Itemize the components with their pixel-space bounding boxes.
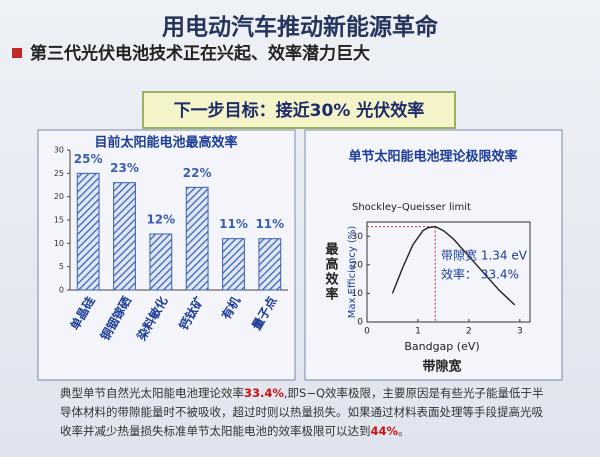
right-panel: [304, 129, 563, 381]
y-tick-label: 20: [352, 260, 364, 270]
x-axis-label: Bandgap (eV): [404, 340, 479, 353]
value-label: 11%: [255, 217, 284, 231]
value-label: 25%: [74, 152, 103, 166]
caption-text: 33.4%: [244, 386, 284, 400]
goal-box: [142, 91, 456, 129]
caption-text: 典型单节自然光太阳能电池理论效率: [60, 386, 244, 400]
caption-text: 。: [398, 424, 410, 438]
y-tick-label: 0: [357, 318, 363, 328]
value-label: 11%: [219, 217, 248, 231]
x-tick-label: 2: [466, 327, 472, 337]
plot-frame: [366, 221, 531, 323]
x-axis-label-cn: 带隙宽: [422, 359, 461, 375]
bar: [185, 186, 209, 291]
y-axis-label: Max Efficiency (%): [347, 226, 358, 319]
chart-title: 单节太阳能电池理论极限效率: [348, 149, 517, 165]
y-tick-label: 0: [59, 286, 64, 295]
value-label: 23%: [110, 161, 139, 175]
annotation: 效率： 33.4%: [441, 267, 519, 282]
y-axis-label-cn: 最高效率: [323, 242, 339, 302]
caption: 典型单节自然光太阳能电池理论效率33.4%,即S−Q效率极限，主要原因是有些光子…: [60, 384, 550, 441]
y-tick-label: 5: [59, 262, 64, 271]
slide-title: 用电动汽车推动新能源革命: [162, 14, 439, 41]
x-tick-label: 1: [415, 327, 421, 337]
bar: [149, 233, 173, 291]
y-tick-label: 30: [352, 232, 364, 242]
x-tick-label: 0: [364, 327, 370, 337]
sq-curve: [391, 225, 516, 306]
y-tick-label: 10: [54, 239, 64, 248]
y-tick-label: 25: [54, 169, 64, 178]
value-label: 22%: [183, 166, 212, 180]
bar: [258, 238, 282, 291]
y-tick-label: 15: [54, 216, 64, 225]
bar: [76, 172, 100, 291]
x-tick-label: 3: [517, 327, 523, 337]
goal-text: 下一步目标：接近30% 光伏效率: [174, 100, 425, 121]
annotation: 带隙宽 1.34 eV: [441, 248, 528, 263]
curve-label: Shockley–Queisser limit: [352, 202, 471, 213]
bullet-text: 第三代光伏电池技术正在兴起、效率潜力巨大: [30, 43, 370, 64]
bullet-mark: [12, 48, 22, 58]
y-tick-label: 10: [352, 289, 364, 299]
y-tick-label: 20: [54, 192, 64, 201]
bar: [222, 238, 245, 291]
caption-text: ,即S−Q效率极限，主要原因是有些光子能量低于半导体材料的带隙能量时不被吸收，超…: [60, 386, 544, 438]
value-label: 12%: [146, 213, 175, 227]
y-tick-label: 30: [54, 146, 64, 155]
caption-text: 44%: [370, 424, 399, 438]
bar: [113, 182, 136, 291]
chart-title: 目前太阳能电池最高效率: [94, 135, 237, 151]
